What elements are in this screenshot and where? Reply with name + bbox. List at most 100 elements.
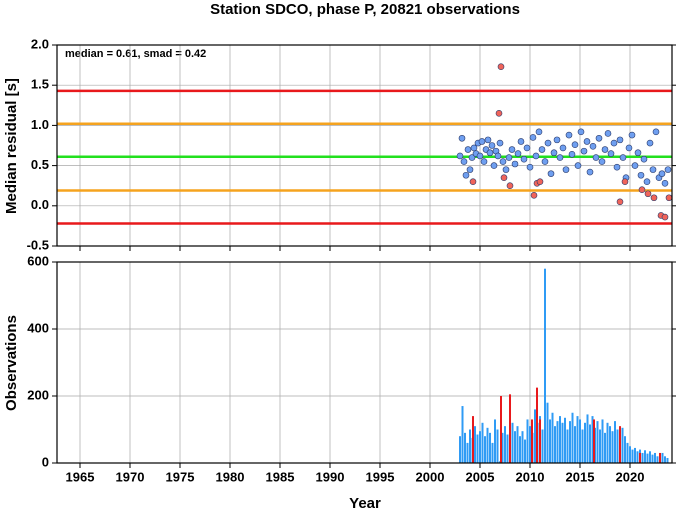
point — [568, 151, 576, 158]
point — [628, 131, 636, 139]
x-tick-label: 1970 — [116, 469, 145, 484]
point — [607, 150, 615, 157]
bar — [464, 432, 466, 463]
bar — [624, 436, 626, 463]
point — [500, 174, 508, 181]
bar — [474, 426, 476, 463]
bar — [466, 442, 469, 463]
point — [598, 158, 606, 165]
bar — [561, 422, 564, 463]
bar — [659, 452, 661, 463]
bar — [599, 429, 601, 463]
point — [562, 166, 570, 173]
point — [458, 134, 466, 142]
bar — [496, 429, 499, 463]
x-tick-label: 1990 — [316, 469, 345, 484]
point — [565, 131, 573, 139]
point — [469, 178, 477, 185]
point — [476, 152, 484, 160]
point — [484, 136, 492, 144]
y-tick-label: 0.5 — [31, 157, 49, 172]
bar — [609, 426, 611, 463]
bar — [591, 416, 594, 463]
x-axis-label: Year — [349, 495, 381, 511]
x-tick-label: 2020 — [616, 469, 645, 484]
plot-frame — [56, 44, 673, 247]
bar — [574, 426, 576, 463]
bar — [616, 429, 619, 463]
bar — [514, 431, 516, 463]
x-tick-label: 2005 — [466, 469, 495, 484]
point — [508, 146, 516, 153]
chart-title: Station SDCO, phase P, 20821 observation… — [210, 1, 520, 18]
point — [480, 158, 488, 165]
bar — [569, 421, 571, 463]
point — [665, 194, 673, 202]
bar — [666, 457, 669, 463]
bar — [504, 426, 506, 463]
bar — [461, 406, 464, 463]
point — [625, 144, 633, 152]
point — [583, 138, 591, 145]
point — [490, 162, 498, 169]
point — [664, 166, 672, 173]
point — [530, 192, 538, 199]
point — [464, 146, 472, 153]
point — [559, 144, 567, 152]
point — [541, 158, 549, 165]
y-tick-label: 2.0 — [31, 36, 49, 51]
bar — [631, 449, 634, 463]
point — [621, 178, 629, 185]
bar — [629, 446, 631, 463]
point — [488, 142, 496, 149]
point — [529, 134, 537, 141]
bar — [634, 447, 636, 463]
bar — [584, 422, 586, 463]
point — [637, 171, 645, 179]
bar — [619, 426, 621, 463]
bar — [564, 417, 566, 463]
point — [550, 149, 558, 157]
bar — [596, 421, 599, 463]
bar — [636, 451, 639, 463]
bar — [566, 429, 569, 463]
bar — [593, 419, 595, 463]
point — [638, 186, 646, 194]
y-axis-label: Observations — [3, 315, 20, 411]
point — [462, 171, 470, 179]
point — [649, 166, 657, 173]
bar — [486, 427, 489, 463]
bar — [604, 432, 606, 463]
bar — [551, 412, 554, 463]
point — [589, 143, 597, 150]
point — [556, 154, 564, 161]
bar — [524, 439, 526, 463]
point — [460, 158, 468, 165]
y-tick-label: 600 — [27, 253, 49, 268]
point — [619, 154, 627, 161]
bar — [484, 436, 486, 463]
bar — [501, 432, 504, 463]
bar — [549, 419, 551, 463]
bar — [589, 424, 591, 463]
bar — [511, 422, 514, 463]
x-tick-label: 2010 — [516, 469, 545, 484]
point — [661, 179, 669, 187]
plot-frame — [56, 261, 673, 464]
bar — [544, 268, 546, 463]
bar — [491, 442, 494, 463]
bar — [664, 456, 666, 463]
point — [640, 155, 648, 163]
bar — [646, 453, 649, 463]
x-tick-label: 1975 — [166, 469, 195, 484]
y-tick-label: 200 — [27, 387, 49, 402]
x-tick-label: 1965 — [66, 469, 95, 484]
bar — [626, 442, 629, 463]
point — [574, 162, 582, 169]
point — [486, 149, 494, 157]
bar — [654, 452, 656, 463]
bar — [586, 414, 589, 463]
x-tick-label: 1995 — [366, 469, 395, 484]
point — [616, 198, 624, 206]
bar — [644, 450, 646, 463]
